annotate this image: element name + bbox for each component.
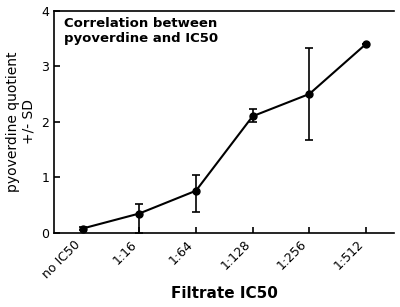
Text: Correlation between
pyoverdine and IC50: Correlation between pyoverdine and IC50 <box>64 17 218 45</box>
X-axis label: Filtrate IC50: Filtrate IC50 <box>171 286 278 301</box>
Y-axis label: pyoverdine quotient
+/- SD: pyoverdine quotient +/- SD <box>6 52 36 192</box>
